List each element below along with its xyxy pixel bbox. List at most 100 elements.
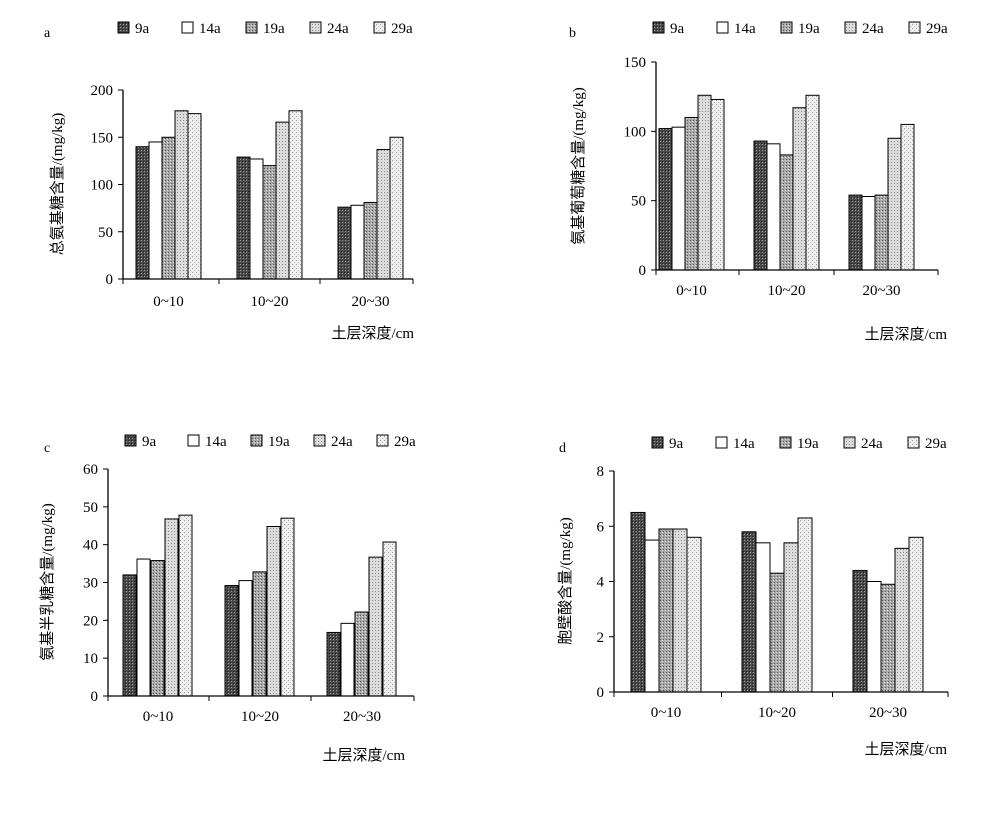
legend-swatch: [309, 21, 322, 34]
x-tick-label: 10~20: [767, 283, 805, 299]
bar-9a-0~10: [630, 511, 646, 693]
bar-14a-0~10: [644, 539, 660, 693]
chart-panel-c: c 9a 14a 19a 24a 29a 0~10 10~20 20~30 0 10 20 30 40 50…: [39, 434, 416, 764]
legend-swatch: [715, 436, 728, 449]
bar-19a-10~20: [252, 571, 267, 697]
y-tick-label: 150: [91, 130, 114, 146]
legend-swatch: [313, 434, 326, 447]
bar-9a-20~30: [852, 569, 868, 693]
bar-14a-20~30: [350, 204, 365, 280]
bar-24a-20~30: [376, 149, 391, 280]
legend-swatch: [651, 436, 664, 449]
legend-label: 14a: [734, 21, 756, 37]
legend-swatch: [187, 434, 200, 447]
x-axis-label: 土层深度/cm: [332, 325, 415, 342]
x-tick-label: 0~10: [676, 283, 707, 299]
chart-panel-a: a 9a 14a 19a 24a 29a 0~10 10~20 20~30 0 50 100 150 20…: [44, 21, 414, 342]
x-tick-label: 10~20: [250, 294, 288, 310]
legend-swatch: [716, 21, 729, 34]
y-tick-label: 50: [83, 500, 98, 516]
bar-24a-20~30: [887, 137, 902, 271]
y-tick-label: 50: [631, 194, 646, 210]
bar-9a-0~10: [135, 146, 150, 280]
y-tick-label: 50: [98, 225, 113, 241]
y-tick-label: 8: [597, 464, 605, 480]
bar-19a-20~30: [874, 194, 889, 271]
bar-19a-10~20: [769, 572, 785, 693]
bar-9a-20~30: [326, 631, 341, 697]
x-tick-label: 0~10: [153, 294, 184, 310]
legend-label: 24a: [331, 434, 353, 450]
panel-label: b: [569, 26, 576, 41]
bar-9a-10~20: [224, 585, 239, 697]
y-tick-label: 100: [624, 124, 647, 140]
bar-19a-20~30: [880, 583, 896, 693]
legend-label: 9a: [142, 434, 157, 450]
panel-label: d: [559, 441, 566, 456]
bar-24a-20~30: [368, 556, 383, 697]
bar-9a-0~10: [122, 574, 137, 697]
x-tick-label: 10~20: [241, 709, 279, 725]
legend-label: 19a: [263, 21, 285, 37]
bar-24a-0~10: [164, 518, 179, 697]
legend-label: 9a: [670, 21, 685, 37]
bar-24a-0~10: [697, 94, 712, 271]
x-tick-label: 10~20: [758, 705, 796, 721]
legend-label: 14a: [205, 434, 227, 450]
y-tick-label: 0: [639, 263, 647, 279]
bar-14a-10~20: [249, 158, 264, 280]
bar-9a-0~10: [658, 128, 673, 271]
bar-14a-20~30: [861, 196, 876, 271]
bar-19a-10~20: [262, 165, 277, 280]
y-axis-label: 总氨基糖含量/(mg/kg): [49, 113, 66, 256]
panel-label: a: [44, 26, 51, 41]
bar-14a-10~20: [766, 143, 781, 271]
legend-swatch: [373, 21, 386, 34]
legend-label: 9a: [135, 21, 150, 37]
bar-29a-0~10: [686, 536, 702, 693]
legend-swatch: [245, 21, 258, 34]
x-axis-label: 土层深度/cm: [865, 326, 948, 343]
x-axis-label: 土层深度/cm: [323, 747, 406, 764]
y-axis-label: 胞壁酸含量/(mg/kg): [557, 517, 574, 645]
bar-19a-20~30: [354, 611, 369, 697]
chart-panel-b: b 9a 14a 19a 24a 29a 0~10 10~20 20~30 0 50 100 150 土层…: [569, 21, 948, 343]
y-tick-label: 0: [106, 272, 114, 288]
bar-19a-10~20: [779, 154, 794, 271]
x-tick-label: 20~30: [351, 294, 389, 310]
y-tick-label: 0: [91, 689, 99, 705]
legend-swatch: [124, 434, 137, 447]
bar-24a-0~10: [174, 110, 189, 280]
y-tick-label: 10: [83, 651, 98, 667]
legend-label: 24a: [327, 21, 349, 37]
y-tick-label: 150: [624, 55, 647, 71]
legend-label: 19a: [797, 436, 819, 452]
legend-label: 19a: [798, 21, 820, 37]
legend-swatch: [908, 21, 921, 34]
bar-9a-10~20: [753, 140, 768, 271]
legend-swatch: [117, 21, 130, 34]
legend-label: 29a: [394, 434, 416, 450]
bar-14a-20~30: [340, 622, 355, 697]
legend-label: 9a: [669, 436, 684, 452]
y-tick-label: 0: [597, 685, 605, 701]
bar-29a-0~10: [187, 113, 202, 280]
legend-swatch: [181, 21, 194, 34]
x-axis-label: 土层深度/cm: [865, 741, 948, 758]
x-tick-label: 20~30: [343, 709, 381, 725]
x-tick-label: 20~30: [862, 283, 900, 299]
bar-29a-20~30: [900, 123, 915, 271]
bar-29a-10~20: [797, 517, 813, 693]
bar-14a-20~30: [866, 581, 882, 693]
y-tick-label: 20: [83, 613, 98, 629]
legend-swatch: [779, 436, 792, 449]
panel-label: c: [44, 441, 50, 456]
bar-29a-20~30: [382, 541, 397, 697]
bar-19a-0~10: [150, 560, 165, 697]
y-tick-label: 100: [91, 178, 114, 194]
y-tick-label: 4: [597, 575, 605, 591]
bar-24a-10~20: [792, 107, 807, 271]
legend-swatch: [844, 21, 857, 34]
